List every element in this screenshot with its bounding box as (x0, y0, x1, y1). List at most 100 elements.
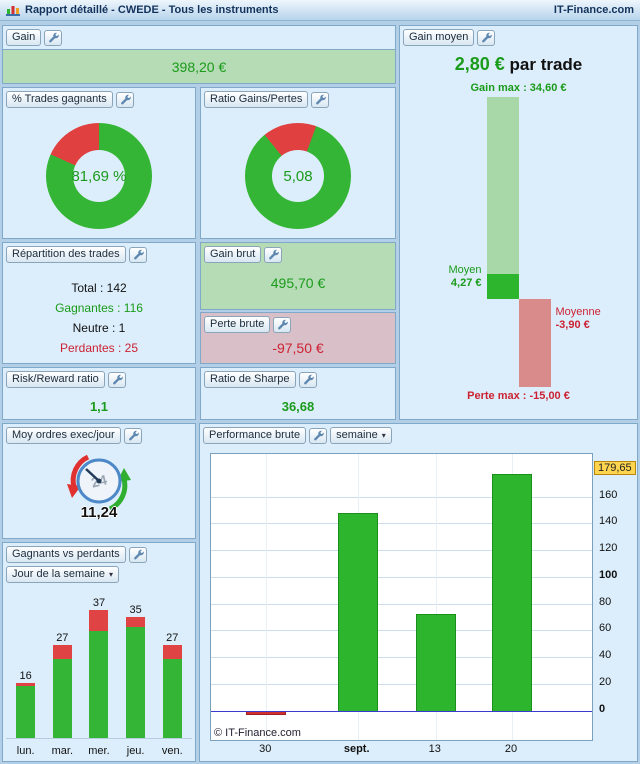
losers-segment (126, 617, 146, 627)
chevron-down-icon: ▾ (381, 431, 386, 440)
losers-segment (162, 645, 182, 659)
average-gain-label-button[interactable]: Gain moyen (403, 29, 475, 46)
winners-losers-settings-button[interactable] (128, 546, 147, 563)
wrench-icon (112, 374, 123, 384)
win-loss-settings-button[interactable] (311, 91, 330, 108)
weekday-dropdown-value: Jour de la semaine (12, 568, 105, 580)
win-rate-label-button[interactable]: % Trades gagnants (6, 91, 113, 108)
chart-copyright: © IT-Finance.com (214, 727, 301, 739)
y-axis-label: 60 (599, 622, 612, 635)
bar-value-label: 27 (166, 632, 179, 644)
risk-reward-value: 1,1 (89, 399, 109, 414)
gain-label-button[interactable]: Gain (6, 29, 42, 46)
gross-gain-panel: Gain brut 495,70 € (200, 242, 396, 310)
winners-segment (162, 659, 182, 738)
weekday-label: jeu. (126, 745, 145, 757)
y-axis-label: 40 (599, 649, 612, 662)
y-axis-label: 20 (599, 675, 612, 688)
average-gain-settings-button[interactable] (477, 29, 496, 46)
bar-value-label: 27 (56, 632, 69, 644)
x-axis-label: sept. (343, 743, 370, 755)
brand-link[interactable]: IT-Finance.com (553, 4, 634, 16)
risk-reward-settings-button[interactable] (107, 371, 126, 388)
sharpe-settings-button[interactable] (298, 371, 317, 388)
gross-gain-label-button[interactable]: Gain brut (204, 246, 262, 263)
gross-loss-value: -97,50 € (272, 340, 324, 356)
losers-segment (52, 645, 72, 659)
gain-settings-button[interactable] (44, 29, 63, 46)
y-axis-label: 140 (599, 515, 618, 528)
y-axis-label: 120 (599, 542, 618, 555)
wrench-icon (133, 549, 144, 559)
average-gain-value: 2,80 € (454, 54, 505, 74)
performance-settings-button[interactable] (309, 427, 328, 444)
gross-loss-panel: Perte brute -97,50 € (200, 312, 396, 364)
performance-bar (415, 614, 456, 711)
weekday-bar: 16 (9, 670, 43, 738)
gain-panel: Gain 398,20 € (2, 25, 396, 84)
performance-bar (246, 710, 287, 715)
winners-segment (89, 631, 109, 738)
moyenne-label: Moyenne -3,90 € (556, 306, 601, 332)
sharpe-panel: Ratio de Sharpe 36,68 (200, 367, 396, 420)
win-loss-label-button[interactable]: Ratio Gains/Pertes (204, 91, 309, 108)
weekday-label: mar. (51, 745, 74, 757)
weekday-label: ven. (161, 745, 183, 757)
latest-value-box: 179,65 (594, 460, 636, 475)
bar-value-label: 35 (129, 604, 142, 616)
weekday-label: lun. (16, 745, 35, 757)
chevron-down-icon: ▾ (108, 570, 113, 579)
winners-segment (16, 686, 36, 738)
orders-label-button[interactable]: Moy ordres exec/jour (6, 427, 121, 444)
gross-loss-label-button[interactable]: Perte brute (204, 316, 271, 333)
x-axis-label: 13 (428, 743, 441, 755)
winners-segment (126, 627, 146, 738)
bar-value-label: 16 (19, 670, 32, 682)
orders-settings-button[interactable] (123, 427, 142, 444)
win-rate-value: 81,69 % (71, 167, 127, 185)
orders-gauge: 24 11,24 (54, 451, 144, 521)
wrench-icon (269, 249, 280, 259)
sharpe-label-button[interactable]: Ratio de Sharpe (204, 371, 296, 388)
wrench-icon (120, 94, 131, 104)
weekday-bar: 35 (119, 604, 153, 738)
breakdown-settings-button[interactable] (128, 246, 147, 263)
period-dropdown[interactable]: semaine ▾ (330, 427, 392, 444)
risk-reward-label-button[interactable]: Risk/Reward ratio (6, 371, 105, 388)
x-axis-label: 30 (259, 743, 272, 755)
gross-gain-settings-button[interactable] (264, 246, 283, 263)
win-rate-settings-button[interactable] (115, 91, 134, 108)
win-loss-value: 5,08 (283, 167, 313, 185)
weekday-chart: 16 27 37 35 27 (6, 593, 192, 739)
moyenne-value: -3,90 € (555, 319, 590, 332)
orders-per-day-panel: Moy ordres exec/jour 24 11,24 (2, 423, 196, 539)
orders-per-day-value: 11,24 (80, 504, 118, 521)
winners-losers-label-button[interactable]: Gagnants vs perdants (6, 546, 126, 563)
wrench-icon (133, 249, 144, 259)
weekday-dropdown[interactable]: Jour de la semaine ▾ (6, 566, 119, 583)
weekday-bar: 27 (155, 632, 189, 738)
wrench-icon (314, 430, 324, 440)
performance-label-button[interactable]: Performance brute (203, 427, 307, 444)
performance-panel: Performance brute semaine ▾ © IT-Finance… (199, 423, 638, 762)
win-rate-donut: 81,69 % (46, 123, 152, 229)
wrench-icon (303, 374, 314, 384)
y-axis-label: 100 (599, 568, 618, 581)
gross-loss-settings-button[interactable] (273, 316, 292, 333)
title-bar: Rapport détaillé - CWEDE - Tous les inst… (0, 0, 640, 21)
average-gain-suffix: par trade (509, 55, 583, 74)
breakdown-label-button[interactable]: Répartition des trades (6, 246, 126, 263)
y-axis-label: 160 (599, 488, 618, 501)
avg-win-bar (486, 274, 519, 300)
max-loss-text: Perte max : -15,00 € (467, 390, 570, 402)
y-axis-label: 80 (599, 595, 612, 608)
win-loss-ratio-panel: Ratio Gains/Pertes 5,08 (200, 87, 396, 239)
zero-axis (211, 710, 592, 712)
bar-value-label: 37 (92, 597, 106, 609)
performance-plot: © IT-Finance.com (210, 453, 593, 741)
winning-trades: Gagnantes : 116 (55, 301, 143, 315)
average-gain-panel: Gain moyen 2,80 € par trade Gain max : 3… (399, 25, 638, 420)
losers-segment (89, 610, 109, 631)
wrench-icon (128, 430, 139, 440)
period-dropdown-value: semaine (336, 429, 378, 441)
